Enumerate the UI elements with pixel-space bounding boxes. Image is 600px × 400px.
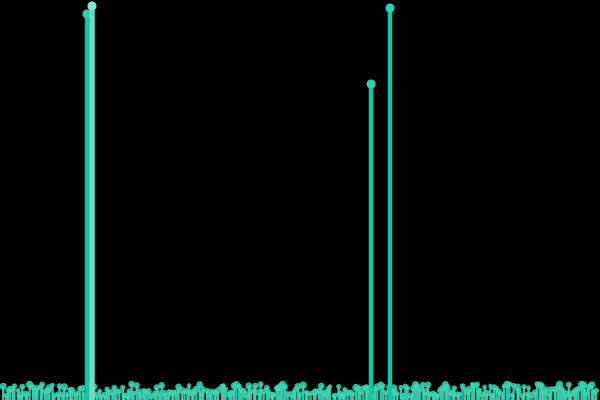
noise-marker xyxy=(186,383,192,388)
noise-marker xyxy=(0,382,7,390)
noise-marker xyxy=(515,388,522,395)
noise-marker xyxy=(506,381,513,388)
noise-marker xyxy=(435,393,441,398)
noise-marker xyxy=(416,386,423,393)
noise-marker xyxy=(153,384,160,391)
noise-marker xyxy=(398,384,404,391)
peak-marker xyxy=(366,79,376,89)
noise-marker xyxy=(526,385,531,391)
noise-marker xyxy=(483,389,491,397)
noise-marker xyxy=(79,384,86,391)
noise-marker xyxy=(521,384,527,390)
noise-marker xyxy=(257,381,264,387)
noise-marker xyxy=(336,384,342,389)
noise-marker xyxy=(128,380,135,388)
noise-marker xyxy=(592,387,600,394)
noise-marker xyxy=(474,381,480,387)
noise-marker xyxy=(126,388,132,394)
noise-marker xyxy=(223,386,229,392)
noise-marker xyxy=(131,390,137,396)
noise-marker xyxy=(405,385,411,391)
noise-marker xyxy=(394,391,400,397)
noise-marker xyxy=(196,381,204,389)
noise-marker xyxy=(539,382,545,389)
noise-marker xyxy=(482,384,487,390)
noise-marker xyxy=(451,385,457,391)
noise-marker xyxy=(60,383,69,391)
noise-marker xyxy=(11,383,18,389)
noise-marker xyxy=(327,384,333,389)
noise-marker xyxy=(50,382,55,388)
noise-marker xyxy=(282,383,289,390)
peak-marker xyxy=(385,3,395,13)
noise-marker xyxy=(158,382,165,389)
noise-marker xyxy=(120,384,126,391)
noise-marker xyxy=(299,381,308,390)
noise-marker xyxy=(97,388,103,394)
noise-marker xyxy=(270,391,277,398)
noise-marker xyxy=(252,382,259,390)
noise-marker xyxy=(116,388,122,394)
noise-marker xyxy=(457,391,462,397)
peak-stem-layer xyxy=(82,1,395,400)
noise-marker xyxy=(383,389,389,395)
noise-marker xyxy=(200,386,206,391)
noise-marker xyxy=(380,383,386,389)
noise-marker xyxy=(263,384,270,391)
noise-marker xyxy=(580,381,588,389)
noise-marker xyxy=(29,384,37,391)
peak-marker xyxy=(87,1,97,11)
noise-marker xyxy=(74,390,80,396)
noise-marker xyxy=(245,382,253,390)
noise-marker xyxy=(332,392,338,398)
noise-marker xyxy=(462,386,468,392)
noise-marker xyxy=(565,381,572,388)
noise-marker xyxy=(420,381,426,388)
noise-marker xyxy=(15,388,21,393)
noise-marker xyxy=(357,389,363,395)
noise-marker xyxy=(350,391,356,397)
noise-marker xyxy=(297,391,303,397)
noise-marker xyxy=(24,392,30,397)
noise-marker xyxy=(317,382,325,390)
noise-marker xyxy=(588,381,596,389)
noise-marker xyxy=(133,382,140,389)
noise-marker xyxy=(19,383,26,390)
noise-marker xyxy=(39,381,45,388)
noise-marker xyxy=(64,391,70,397)
noise-marker xyxy=(424,381,432,389)
